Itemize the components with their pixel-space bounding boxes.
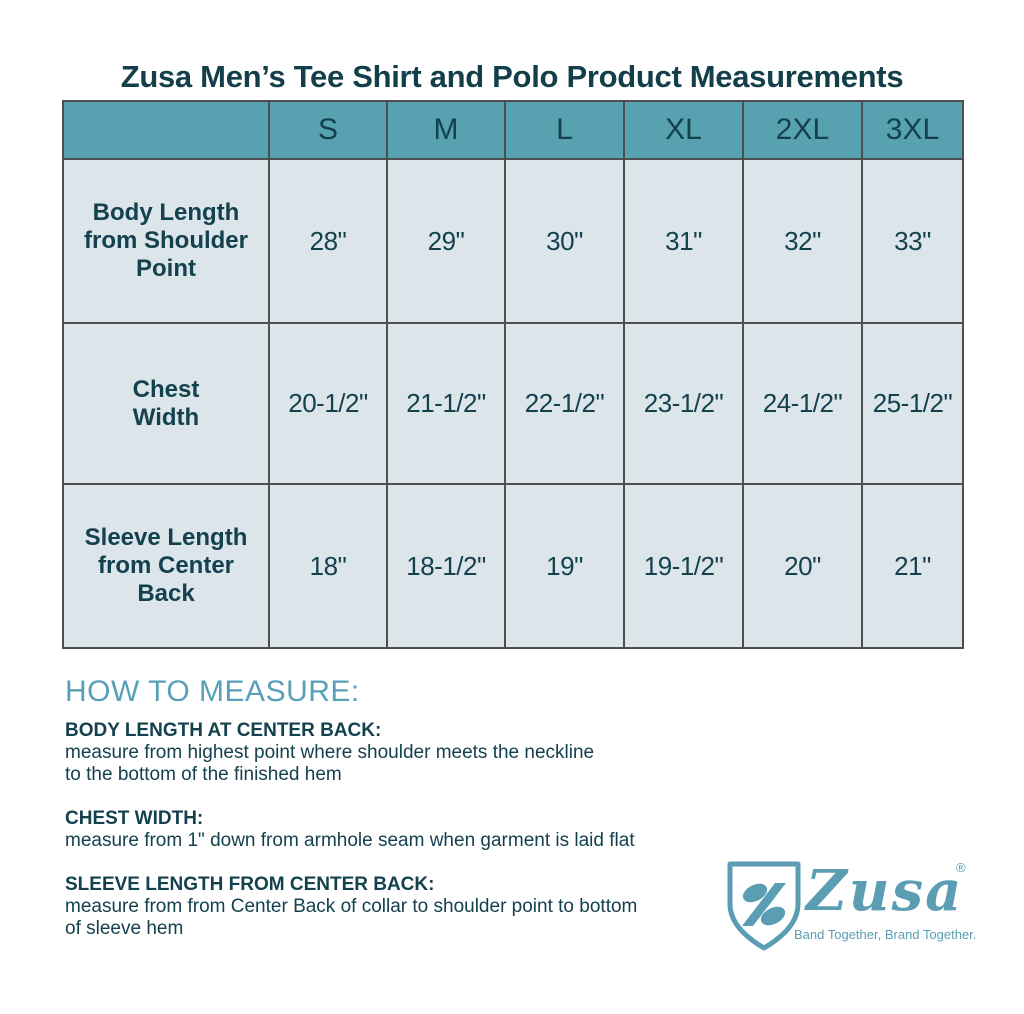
- measurement-cell: 24-1/2": [742, 322, 863, 485]
- table-corner-cell: [62, 100, 270, 160]
- measurement-cell: 29": [386, 158, 506, 324]
- measurement-cell: 23-1/2": [623, 322, 744, 485]
- measurement-cell: 25-1/2": [861, 322, 964, 485]
- row-label-sleeve-length: Sleeve Length from Center Back: [62, 483, 270, 649]
- measurement-cell: 21-1/2": [386, 322, 506, 485]
- measurement-cell: 28": [268, 158, 388, 324]
- size-column-header-m: M: [386, 100, 506, 160]
- size-column-header-3xl: 3XL: [861, 100, 964, 160]
- table-row-body-length: Body Length from Shoulder Point 28" 29" …: [62, 158, 964, 324]
- how-to-section-chest-width: CHEST WIDTH: measure from 1" down from a…: [65, 808, 725, 852]
- table-row-sleeve-length: Sleeve Length from Center Back 18" 18-1/…: [62, 483, 964, 649]
- measurement-cell: 18": [268, 483, 388, 649]
- registered-mark: ®: [956, 860, 966, 875]
- size-column-header-s: S: [268, 100, 388, 160]
- measurement-cell: 20-1/2": [268, 322, 388, 485]
- shield-icon: [727, 861, 801, 951]
- table-row-chest-width: Chest Width 20-1/2" 21-1/2" 22-1/2" 23-1…: [62, 322, 964, 485]
- measurement-cell: 19-1/2": [623, 483, 744, 649]
- page-title: Zusa Men’s Tee Shirt and Polo Product Me…: [120, 58, 904, 94]
- size-header-row: S M L XL 2XL 3XL: [62, 100, 964, 160]
- brand-tagline: Band Together, Brand Together.: [794, 927, 976, 942]
- how-to-section-title: CHEST WIDTH:: [65, 808, 204, 829]
- how-to-line: to the bottom of the finished hem: [65, 764, 342, 785]
- how-to-line: of sleeve hem: [65, 918, 184, 939]
- zusa-logo: Zusa ® Band Together, Brand Together.: [727, 858, 976, 951]
- measurement-cell: 22-1/2": [504, 322, 625, 485]
- measurement-cell: 32": [742, 158, 863, 324]
- measurements-table: S M L XL 2XL 3XL Body Length from Should…: [62, 100, 964, 649]
- z-lightning-icon: [742, 883, 786, 926]
- measurement-cell: 18-1/2": [386, 483, 506, 649]
- row-label-body-length: Body Length from Shoulder Point: [62, 158, 270, 324]
- how-to-line: measure from from Center Back of collar …: [65, 896, 638, 917]
- size-column-header-xl: XL: [623, 100, 744, 160]
- measurement-cell: 33": [861, 158, 964, 324]
- measurement-cell: 30": [504, 158, 625, 324]
- how-to-measure-section: HOW TO MEASURE: BODY LENGTH AT CENTER BA…: [65, 676, 725, 940]
- measurement-cell: 21": [861, 483, 964, 649]
- how-to-measure-heading: HOW TO MEASURE:: [65, 675, 360, 708]
- how-to-section-body-length: BODY LENGTH AT CENTER BACK: measure from…: [65, 720, 725, 786]
- row-label-chest-width: Chest Width: [62, 322, 270, 485]
- size-column-header-l: L: [504, 100, 625, 160]
- measurement-cell: 20": [742, 483, 863, 649]
- measurement-cell: 31": [623, 158, 744, 324]
- how-to-section-title: SLEEVE LENGTH FROM CENTER BACK:: [65, 874, 435, 895]
- measurement-cell: 19": [504, 483, 625, 649]
- how-to-line: measure from 1" down from armhole seam w…: [65, 830, 635, 851]
- how-to-line: measure from highest point where shoulde…: [65, 742, 595, 763]
- how-to-section-sleeve-length: SLEEVE LENGTH FROM CENTER BACK: measure …: [65, 874, 725, 940]
- size-column-header-2xl: 2XL: [742, 100, 863, 160]
- brand-script: Zusa: [804, 858, 963, 924]
- how-to-section-title: BODY LENGTH AT CENTER BACK:: [65, 720, 382, 741]
